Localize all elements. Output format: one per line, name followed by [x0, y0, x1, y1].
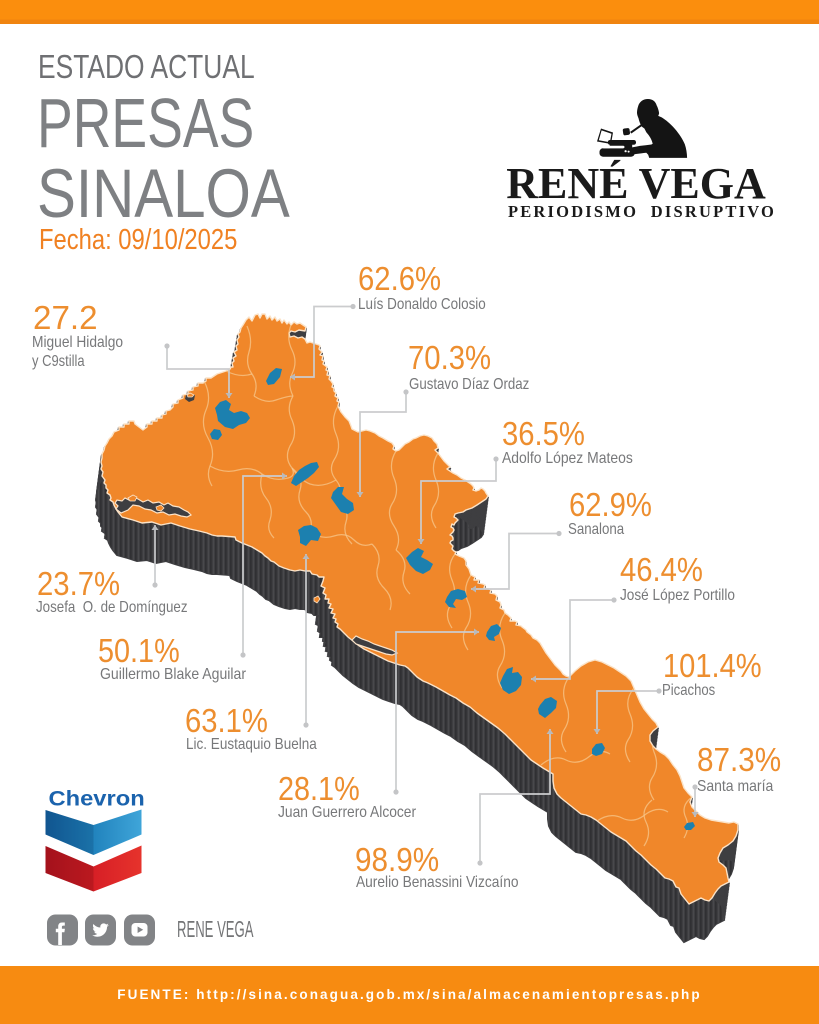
svg-text:Chevron: Chevron: [49, 787, 145, 810]
